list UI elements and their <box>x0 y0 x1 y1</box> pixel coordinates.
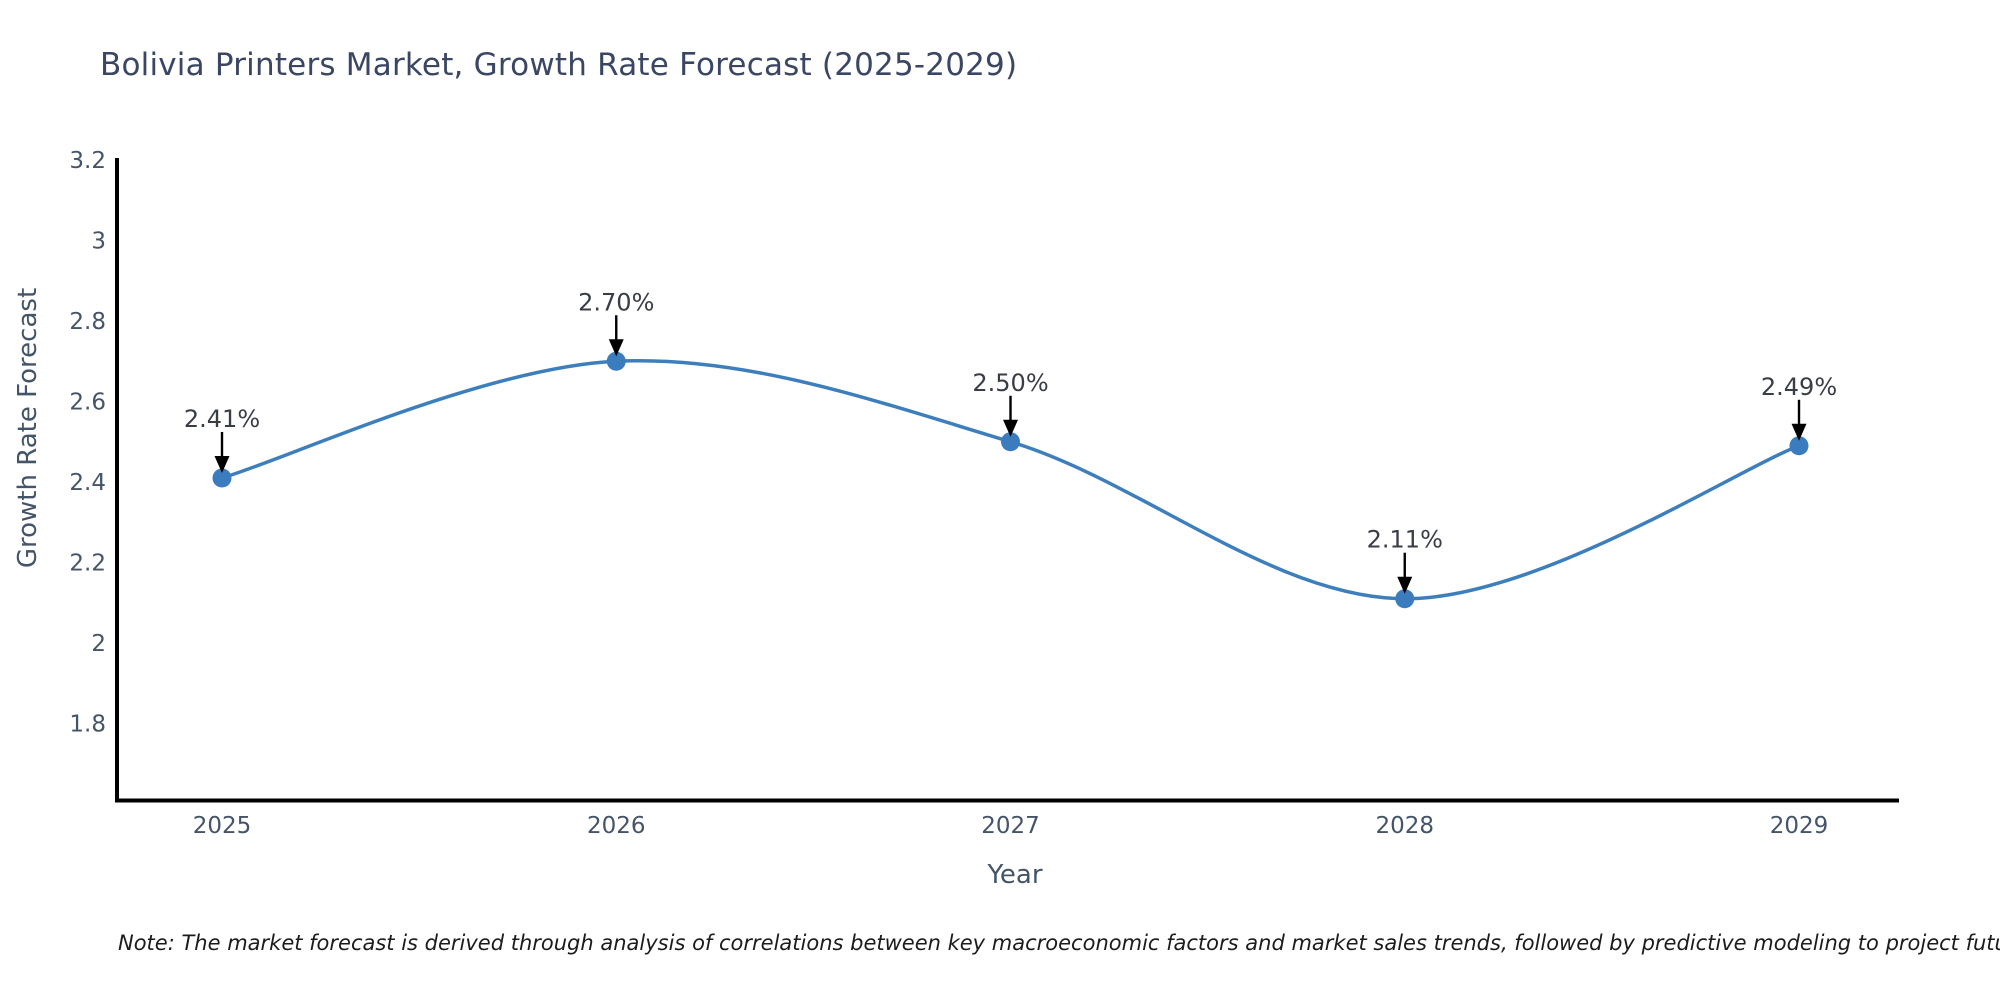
x-tick-label: 2026 <box>587 813 646 839</box>
y-tick-label: 2 <box>91 631 106 657</box>
annotation-arrow-head <box>1397 576 1413 594</box>
y-tick-label: 2.6 <box>69 390 106 416</box>
footnote: Note: The market forecast is derived thr… <box>118 931 2000 955</box>
y-tick-label: 2.8 <box>69 309 106 335</box>
data-point-label: 2.70% <box>578 288 654 316</box>
data-point-marker <box>1001 432 1020 452</box>
annotation-arrow-head <box>214 455 230 473</box>
y-tick-label: 2.4 <box>69 470 106 496</box>
y-tick-label: 3.2 <box>69 148 106 174</box>
data-point-label: 2.11% <box>1367 526 1443 554</box>
x-tick-label: 2029 <box>1770 813 1829 839</box>
y-tick-label: 2.2 <box>69 551 106 577</box>
x-axis-title: Year <box>987 860 1043 890</box>
chart-title: Bolivia Printers Market, Growth Rate For… <box>100 47 1018 83</box>
annotation-arrow-head <box>1791 423 1807 441</box>
annotation-arrow-head <box>608 339 624 357</box>
x-tick-label: 2028 <box>1375 813 1434 839</box>
data-point-marker <box>1789 436 1809 456</box>
data-point-label: 2.41% <box>184 405 260 433</box>
data-point-marker <box>606 351 626 371</box>
x-tick-label: 2027 <box>981 813 1040 839</box>
y-tick-label: 3 <box>91 229 106 255</box>
x-tick-label: 2025 <box>193 813 252 839</box>
annotation-arrow-head <box>1003 419 1018 437</box>
data-point-marker <box>212 468 232 488</box>
y-tick-label: 1.8 <box>69 712 106 738</box>
data-point-label: 2.50% <box>972 369 1048 397</box>
y-axis-title: Growth Rate Forecast <box>13 287 43 569</box>
data-point-label: 2.49% <box>1761 373 1837 401</box>
data-point-marker <box>1395 589 1415 609</box>
